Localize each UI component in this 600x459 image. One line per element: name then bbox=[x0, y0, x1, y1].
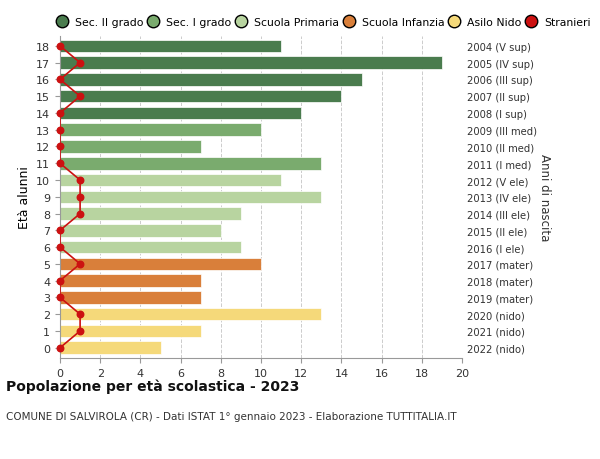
Bar bbox=[60, 308, 322, 321]
Point bbox=[55, 277, 65, 285]
Point bbox=[55, 160, 65, 168]
Point bbox=[76, 93, 85, 101]
Point bbox=[55, 43, 65, 50]
Bar bbox=[60, 74, 361, 86]
Point bbox=[55, 110, 65, 118]
Point bbox=[76, 311, 85, 318]
Bar bbox=[60, 124, 261, 137]
Bar bbox=[60, 241, 241, 254]
Bar bbox=[60, 91, 341, 103]
Bar bbox=[60, 258, 261, 271]
Y-axis label: Età alunni: Età alunni bbox=[17, 166, 31, 229]
Point bbox=[55, 144, 65, 151]
Bar bbox=[60, 275, 201, 287]
Bar bbox=[60, 208, 241, 220]
Bar bbox=[60, 341, 161, 354]
Point bbox=[76, 60, 85, 67]
Bar bbox=[60, 107, 301, 120]
Point bbox=[76, 194, 85, 201]
Text: Popolazione per età scolastica - 2023: Popolazione per età scolastica - 2023 bbox=[6, 379, 299, 393]
Point bbox=[55, 227, 65, 235]
Point bbox=[76, 210, 85, 218]
Y-axis label: Anni di nascita: Anni di nascita bbox=[538, 154, 551, 241]
Point bbox=[76, 177, 85, 185]
Bar bbox=[60, 224, 221, 237]
Point bbox=[76, 328, 85, 335]
Point bbox=[55, 77, 65, 84]
Bar bbox=[60, 40, 281, 53]
Bar bbox=[60, 157, 322, 170]
Point bbox=[55, 344, 65, 352]
Text: COMUNE DI SALVIROLA (CR) - Dati ISTAT 1° gennaio 2023 - Elaborazione TUTTITALIA.: COMUNE DI SALVIROLA (CR) - Dati ISTAT 1°… bbox=[6, 411, 457, 421]
Bar bbox=[60, 141, 201, 153]
Legend: Sec. II grado, Sec. I grado, Scuola Primaria, Scuola Infanzia, Asilo Nido, Stran: Sec. II grado, Sec. I grado, Scuola Prim… bbox=[58, 17, 591, 28]
Bar bbox=[60, 174, 281, 187]
Point bbox=[55, 127, 65, 134]
Bar bbox=[60, 325, 201, 337]
Bar bbox=[60, 191, 322, 204]
Bar bbox=[60, 291, 201, 304]
Point bbox=[76, 261, 85, 268]
Point bbox=[55, 294, 65, 302]
Point bbox=[55, 244, 65, 251]
Bar bbox=[60, 57, 442, 70]
